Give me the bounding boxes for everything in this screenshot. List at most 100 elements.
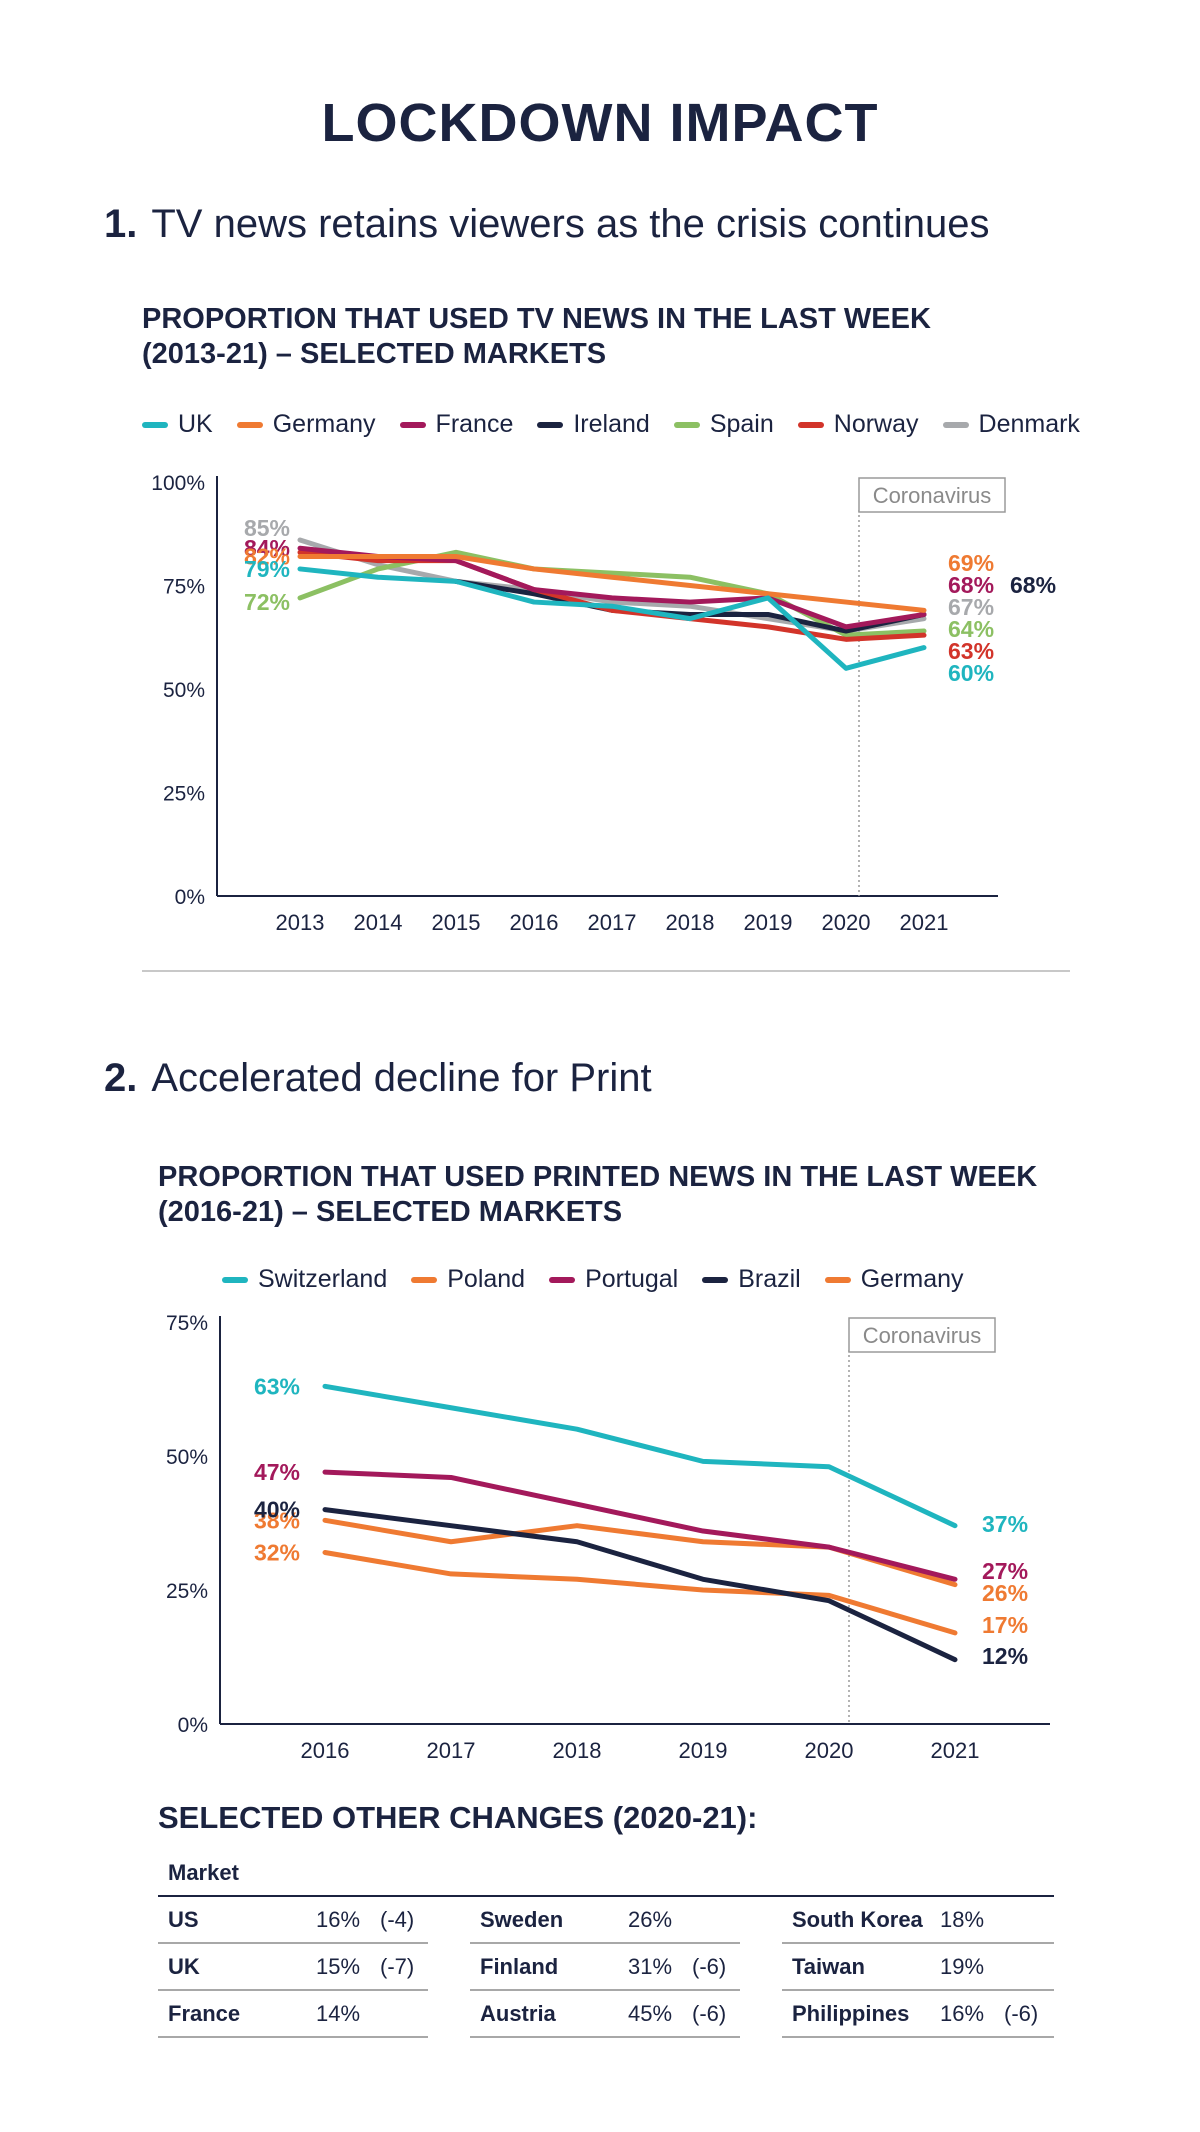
tv-x-tick-label: 2018	[666, 910, 715, 935]
table-row: US 16% (-4)	[158, 1897, 428, 1944]
print-x-tick-label: 2020	[805, 1738, 854, 1763]
table-market: Finland	[480, 1953, 559, 1979]
tv-coronavirus-box	[858, 477, 1006, 513]
table-column-2: Sweden 26% Finland 31% (-6) Austria 45% (-6)	[470, 1897, 740, 2038]
table-column-1: US 16% (-4) UK 15% (-7) France 14%	[158, 1897, 428, 2038]
section-2-number: 2.	[104, 1056, 138, 1100]
tv-coronavirus-label: Coronavirus	[873, 483, 992, 508]
table-row: Finland 31% (-6)	[470, 1944, 740, 1991]
print-start-label-poland: 32%	[254, 1539, 300, 1565]
legend-swatch	[824, 1276, 851, 1283]
table-value: 15%	[316, 1953, 361, 1979]
print-x-tick-label: 2017	[427, 1738, 476, 1763]
print-x-tick-label: 2019	[679, 1738, 728, 1763]
tv-start-label-uk: 79%	[244, 556, 290, 582]
table-market: Taiwan	[792, 1953, 865, 1979]
tv-x-tick-label: 2020	[822, 910, 871, 935]
table-top-rule	[158, 1895, 1054, 1897]
print-legend-germany: Germany	[824, 1265, 964, 1294]
print-x-tick-label: 2021	[931, 1738, 980, 1763]
table-value: 14%	[316, 2000, 361, 2026]
tv-x-tick-label: 2016	[510, 910, 559, 935]
section-2-text: Accelerated decline for Print	[151, 1056, 652, 1100]
tv-legend-france: France	[399, 410, 514, 439]
table-change: (-7)	[380, 1953, 415, 1979]
print-legend-brazil: Brazil	[702, 1265, 801, 1294]
print-end-label-switzerland: 37%	[982, 1511, 1028, 1537]
section-1-text: TV news retains viewers as the crisis co…	[151, 202, 990, 246]
table-value: 26%	[628, 1906, 673, 1932]
legend-label: Switzerland	[258, 1265, 388, 1293]
table-row: Taiwan 19%	[782, 1944, 1054, 1991]
tv-x-tick-label: 2015	[432, 910, 481, 935]
table-market: Sweden	[480, 1906, 564, 1932]
legend-label: Portugal	[585, 1265, 679, 1293]
table-change: (-6)	[692, 2000, 727, 2026]
table-market: France	[168, 2000, 241, 2026]
tv-y-tick-label: 50%	[163, 679, 205, 702]
print-start-label-brazil: 40%	[254, 1497, 300, 1523]
section-1-heading: 1. TV news retains viewers as the crisis …	[104, 202, 989, 247]
print-x-tick-label: 2018	[553, 1738, 602, 1763]
print-start-label-germany: 38%	[254, 1507, 300, 1533]
tv-end-label-norway: 63%	[948, 638, 994, 664]
tv-end-label-france: 68%	[948, 572, 994, 598]
table-row: Sweden 26%	[470, 1897, 740, 1944]
print-y-tick-label: 0%	[178, 1714, 208, 1737]
tv-series-denmark	[297, 537, 927, 634]
print-y-tick-label: 75%	[166, 1312, 208, 1335]
print-news-chart: 0% 25% 50% 75% 2016 2017 2018 2019 2020 2021 Coron…	[166, 1312, 1050, 1763]
tv-x-tick-label: 2017	[588, 910, 637, 935]
market-column-header: Market	[168, 1860, 239, 1885]
legend-label: UK	[178, 410, 213, 438]
tv-news-chart: 0% 25% 50% 75% 100% 2013 2014 2015 2016 2017 2018 2…	[151, 472, 1056, 935]
print-y-tick-label: 25%	[166, 1580, 208, 1603]
print-end-label-brazil: 12%	[982, 1643, 1028, 1669]
tv-series-ireland	[453, 578, 927, 634]
print-start-label-switzerland: 63%	[254, 1373, 300, 1399]
tv-legend-germany: Germany	[236, 410, 376, 439]
tv-end-label-spain: 64%	[948, 616, 994, 642]
tv-legend-denmark: Denmark	[942, 410, 1080, 439]
table-value: 31%	[628, 1953, 673, 1979]
print-series-brazil	[322, 1507, 958, 1663]
legend-swatch	[702, 1276, 729, 1283]
print-series-switzerland	[322, 1383, 958, 1529]
print-chart-title-line1: PROPORTION THAT USED PRINTED NEWS IN THE…	[158, 1161, 1038, 1193]
tv-x-tick-label: 2013	[276, 910, 325, 935]
legend-label: Germany	[860, 1265, 964, 1293]
tv-y-tick-label: 100%	[151, 472, 205, 495]
tv-end-label-denmark: 67%	[948, 594, 994, 620]
print-chart-title-line2: (2016-21) – SELECTED MARKETS	[158, 1196, 623, 1228]
print-legend-portugal: Portugal	[549, 1265, 678, 1294]
tv-legend-norway: Norway	[797, 410, 919, 439]
tv-y-tick-label: 75%	[163, 576, 205, 599]
table-value: 45%	[628, 2000, 673, 2026]
table-row: UK 15% (-7)	[158, 1944, 428, 1991]
tv-start-label-france: 84%	[244, 535, 290, 561]
print-series-germany	[322, 1517, 958, 1588]
table-value: 16%	[940, 2000, 985, 2026]
tv-y-tick-label: 25%	[163, 783, 205, 806]
legend-swatch	[399, 421, 426, 428]
page-title: LOCKDOWN IMPACT	[321, 93, 879, 153]
legend-swatch	[549, 1276, 576, 1283]
tv-start-label-denmark: 85%	[244, 515, 290, 541]
section-2-heading: 2. Accelerated decline for Print	[104, 1056, 652, 1101]
table-value: 19%	[940, 1953, 985, 1979]
other-changes-heading: SELECTED OTHER CHANGES (2020-21):	[158, 1800, 758, 1835]
print-legend-poland: Poland	[411, 1265, 525, 1294]
print-y-tick-label: 50%	[166, 1446, 208, 1469]
legend-swatch	[537, 421, 564, 428]
print-chart-legend: Switzerland Poland Portugal Brazil Germany	[222, 1265, 988, 1294]
print-series-portugal	[322, 1469, 958, 1582]
legend-label: France	[435, 410, 514, 438]
table-row: France 14%	[158, 1991, 428, 2038]
tv-start-label-germany: 82%	[244, 544, 290, 570]
legend-label: Brazil	[738, 1265, 801, 1293]
tv-chart-title: PROPORTION THAT USED TV NEWS IN THE LAST…	[142, 302, 931, 372]
table-row: South Korea 18%	[782, 1897, 1054, 1944]
legend-label: Ireland	[573, 410, 650, 438]
table-market: South Korea	[792, 1906, 923, 1932]
table-column-3: South Korea 18% Taiwan 19% Philippines 16% (-6…	[782, 1897, 1054, 2038]
